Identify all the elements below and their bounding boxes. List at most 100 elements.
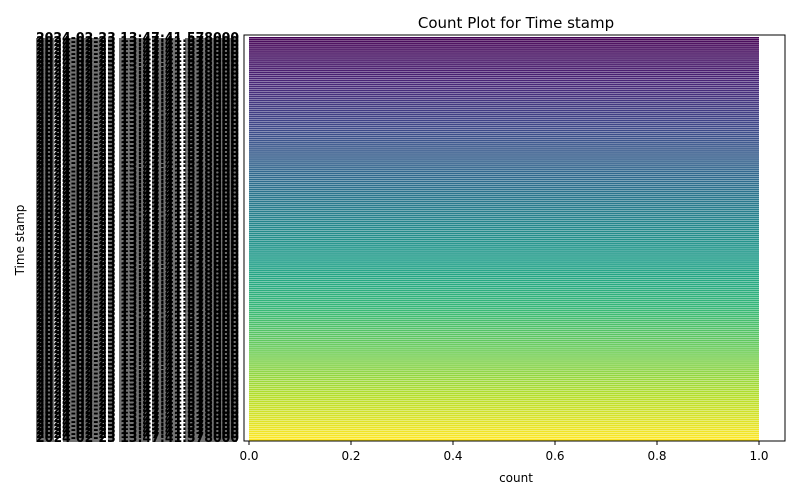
count-bar (249, 226, 759, 229)
count-bar (249, 289, 759, 292)
y-tick-label: 2024-02-23 13:47:41.578000 (36, 71, 239, 86)
count-bar (249, 315, 759, 318)
count-bar (249, 224, 759, 227)
y-tick-label: 2024-02-23 13:47:41.578000 (36, 423, 239, 438)
y-tick-label: 2024-02-23 13:47:41.578000 (36, 229, 239, 244)
count-bar (249, 325, 759, 328)
count-bar (249, 402, 759, 405)
count-bar (249, 202, 759, 205)
count-bar (249, 51, 759, 53)
y-tick-label: 2024-02-23 13:47:41.578000 (36, 330, 239, 345)
count-bar (249, 228, 759, 231)
y-tick-label: 2024-02-23 13:47:41.578000 (36, 176, 239, 191)
count-bar (249, 85, 759, 88)
y-tick-label: 2024-02-23 13:47:41.578000 (36, 67, 239, 82)
y-tick-label: 2024-02-23 13:47:41.578000 (36, 378, 239, 393)
chart-title: Count Plot for Time stamp (418, 14, 614, 32)
y-tick-label: 2024-02-23 13:47:41.578000 (36, 132, 239, 147)
y-tick-label: 2024-02-23 13:47:41.578000 (36, 197, 239, 212)
count-bar (249, 410, 759, 413)
count-bar (249, 263, 759, 265)
y-tick-label: 2024-02-23 13:47:41.578000 (36, 43, 239, 58)
y-tick-label: 2024-02-23 13:47:41.578000 (36, 104, 239, 119)
count-bar (249, 55, 759, 57)
y-tick-label: 2024-02-23 13:47:41.578000 (36, 338, 239, 353)
count-bar (249, 214, 759, 217)
count-bar (249, 194, 759, 197)
count-bar (249, 362, 759, 364)
y-tick-label: 2024-02-23 13:47:41.578000 (36, 88, 239, 103)
y-tick-label: 2024-02-23 13:47:41.578000 (36, 241, 239, 256)
count-bar (249, 384, 759, 387)
count-bar (249, 438, 759, 441)
count-bar (249, 404, 759, 407)
count-bar (249, 285, 759, 288)
x-tick-label: 0.6 (545, 449, 564, 463)
y-tick-label: 2024-02-23 13:47:41.578000 (36, 185, 239, 200)
count-bar (249, 253, 759, 255)
count-bar (249, 418, 759, 421)
count-bar (249, 196, 759, 199)
count-bar (249, 305, 759, 308)
count-bar (249, 192, 759, 195)
y-tick-label: 2024-02-23 13:47:41.578000 (36, 120, 239, 135)
count-bar (249, 75, 759, 78)
y-tick-label: 2024-02-23 13:47:41.578000 (36, 253, 239, 268)
count-bar (249, 101, 759, 104)
count-bar (249, 176, 759, 179)
count-bar (249, 111, 759, 114)
count-bar (249, 271, 759, 273)
count-bar (249, 210, 759, 213)
count-bar (249, 69, 759, 71)
y-tick-label: 2024-02-23 13:47:41.578000 (36, 152, 239, 167)
count-bar (249, 146, 759, 148)
y-tick-label: 2024-02-23 13:47:41.578000 (36, 140, 239, 155)
y-tick-label: 2024-02-23 13:47:41.578000 (36, 237, 239, 252)
bars-group (249, 37, 759, 441)
count-bar (249, 295, 759, 298)
count-bar (249, 133, 759, 136)
count-bar (249, 138, 759, 140)
count-bar (249, 342, 759, 344)
y-tick-label: 2024-02-23 13:47:41.578000 (36, 342, 239, 357)
y-tick-label: 2024-02-23 13:47:41.578000 (36, 290, 239, 305)
count-bar (249, 77, 759, 80)
y-tick-label: 2024-02-23 13:47:41.578000 (36, 366, 239, 381)
count-bar (249, 436, 759, 439)
count-bar (249, 283, 759, 286)
count-bar (249, 119, 759, 122)
plot-frame (243, 34, 786, 442)
count-bar (249, 117, 759, 120)
count-bar (249, 251, 759, 253)
count-bar (249, 335, 759, 338)
y-tick-label: 2024-02-23 13:47:41.578000 (36, 249, 239, 264)
count-bar (249, 142, 759, 144)
y-tick-label: 2024-02-23 13:47:41.578000 (36, 205, 239, 220)
count-bar (249, 87, 759, 90)
y-tick-label: 2024-02-23 13:47:41.578000 (36, 346, 239, 361)
count-bar (249, 380, 759, 383)
count-bar (249, 129, 759, 132)
count-bar (249, 123, 759, 126)
y-tick-label: 2024-02-23 13:47:41.578000 (36, 136, 239, 151)
count-bar (249, 370, 759, 372)
y-tick-label: 2024-02-23 13:47:41.578000 (36, 112, 239, 127)
y-tick-label: 2024-02-23 13:47:41.578000 (36, 314, 239, 329)
y-tick-label: 2024-02-23 13:47:41.578000 (36, 407, 239, 422)
count-bar (249, 206, 759, 209)
count-bar (249, 424, 759, 427)
y-tick-label: 2024-02-23 13:47:41.578000 (36, 387, 239, 402)
count-bar (249, 182, 759, 185)
count-bar (249, 49, 759, 51)
count-bar (249, 422, 759, 425)
count-bar (249, 265, 759, 267)
y-tick-label: 2024-02-23 13:47:41.578000 (36, 427, 239, 442)
y-tick-label-overlap-block (63, 38, 103, 442)
count-bar (249, 218, 759, 221)
count-bar (249, 420, 759, 423)
y-tick-label: 2024-02-23 13:47:41.578000 (36, 403, 239, 418)
y-tick-label: 2024-02-23 13:47:41.578000 (36, 257, 239, 272)
count-bar (249, 350, 759, 352)
count-bar (249, 188, 759, 191)
count-bar (249, 59, 759, 61)
